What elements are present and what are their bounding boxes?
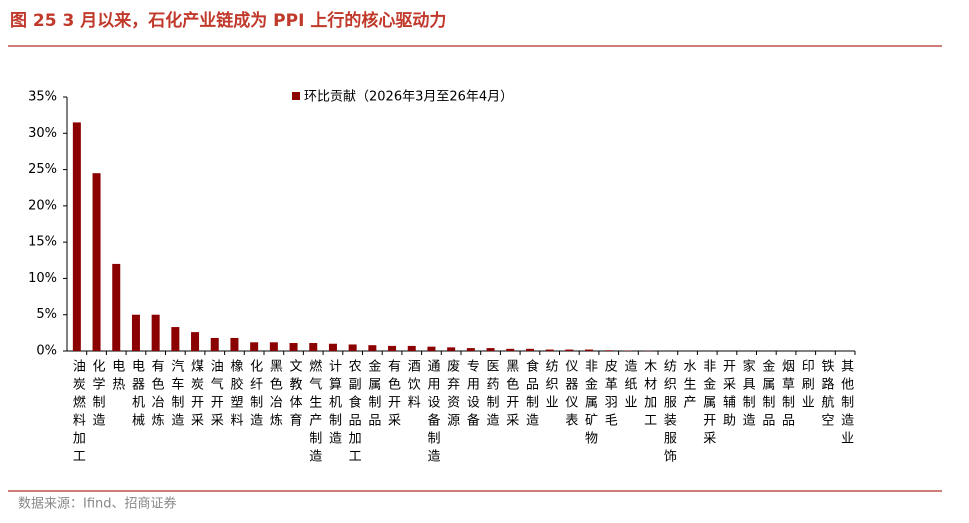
x-tick-label: 非金属矿物	[582, 359, 598, 449]
bar	[388, 345, 397, 351]
bar	[269, 342, 278, 351]
bar	[131, 314, 140, 351]
x-tick-label: 橡胶塑料	[227, 359, 243, 431]
bar	[72, 122, 81, 352]
bar	[565, 349, 574, 351]
x-tick-label: 化学制造	[89, 359, 105, 431]
bar	[328, 343, 337, 351]
bar	[348, 344, 357, 351]
x-tick-label: 开采辅助	[719, 359, 735, 431]
bar	[604, 350, 613, 351]
bar	[112, 263, 121, 351]
x-tick-label: 黑色开采	[503, 359, 519, 431]
x-tick-label: 文教体育	[286, 359, 302, 431]
x-tick-label: 铁路航空	[818, 359, 834, 431]
x-tick-label: 家具制造	[739, 359, 755, 431]
x-tick-label: 废弃资源	[444, 359, 460, 431]
x-tick-label: 医药制造	[483, 359, 499, 431]
bar	[230, 337, 239, 351]
y-tick-label: 10%	[28, 271, 57, 286]
x-tick-label: 专用设备	[463, 359, 479, 431]
x-tick-label: 电热	[109, 359, 125, 395]
bar	[92, 173, 101, 351]
y-tick-label: 15%	[28, 235, 57, 250]
legend-label: 环比贡献（2026年3月至26年4月）	[304, 90, 513, 105]
y-tick-label: 0%	[36, 344, 57, 359]
bar	[309, 343, 318, 351]
x-tick-label: 水生产	[680, 359, 696, 413]
x-tick-label: 非金属开采	[700, 359, 716, 449]
x-tick-label: 油炭燃料加工	[69, 359, 85, 467]
bar	[171, 327, 180, 351]
x-tick-label: 有色开采	[385, 359, 401, 431]
bar	[368, 345, 377, 351]
source: 数据来源：Ifind、招商证券	[18, 496, 177, 512]
x-tick-label: 化纤制造	[247, 359, 263, 431]
bar	[210, 337, 219, 351]
chart-title: 图 25 3 月以来，石化产业链成为 PPI 上行的核心驱动力	[10, 10, 446, 31]
legend-swatch	[292, 92, 300, 100]
x-tick-label: 有色冶炼	[148, 359, 164, 431]
x-tick-label: 电器机械	[128, 359, 144, 431]
x-tick-label: 金属制品	[759, 359, 775, 431]
x-tick-label: 造纸业	[621, 359, 637, 413]
x-tick-label: 计算机制造	[325, 359, 341, 449]
x-tick-label: 仪器仪表	[562, 359, 578, 431]
bar	[250, 342, 259, 351]
x-tick-label: 纺织业	[542, 359, 558, 413]
y-tick-label: 25%	[28, 162, 57, 177]
x-tick-label: 油气开采	[207, 359, 223, 431]
bar	[506, 348, 515, 351]
y-tick-label: 35%	[28, 90, 57, 105]
bar	[151, 314, 160, 351]
bar	[447, 347, 456, 351]
bar	[466, 348, 475, 351]
x-tick-label: 燃气生产制造	[306, 359, 322, 467]
x-tick-label: 其他制造业	[838, 359, 854, 449]
x-tick-label: 印刷业	[798, 359, 814, 413]
x-tick-label: 纺织服装服饰	[660, 359, 676, 467]
x-tick-label: 金属制品	[365, 359, 381, 431]
y-tick-label: 20%	[28, 198, 57, 213]
bar	[427, 346, 436, 351]
bar	[289, 343, 298, 351]
x-tick-label: 烟草制品	[779, 359, 795, 431]
bar	[191, 332, 200, 351]
bar	[585, 349, 594, 351]
bar	[486, 348, 495, 351]
x-tick-label: 煤炭开采	[188, 359, 204, 431]
y-tick-label: 30%	[28, 126, 57, 141]
bar	[407, 345, 416, 351]
x-tick-label: 酒饮料	[404, 359, 420, 413]
x-tick-label: 木材加工	[641, 359, 657, 431]
y-tick-label: 5%	[36, 307, 57, 322]
x-tick-label: 汽车制造	[168, 359, 184, 431]
x-tick-label: 通用设备制造	[424, 359, 440, 467]
bar	[545, 349, 554, 351]
x-tick-label: 食品制造	[522, 359, 538, 431]
bar	[525, 348, 534, 351]
x-tick-label: 黑色冶炼	[266, 359, 282, 431]
x-tick-label: 农副食品加工	[345, 359, 361, 467]
x-tick-label: 皮革羽毛	[601, 359, 617, 431]
